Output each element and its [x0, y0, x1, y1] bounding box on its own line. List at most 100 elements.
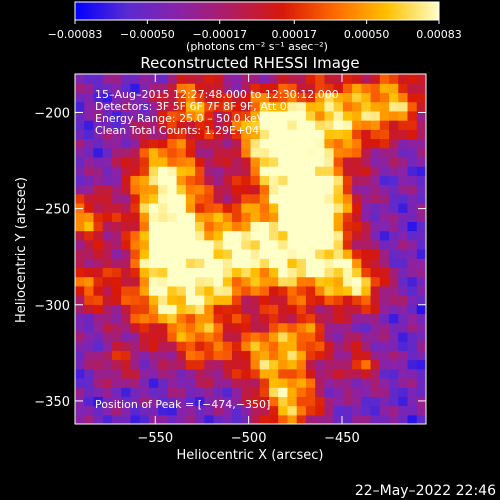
heatmap-cell [296, 285, 307, 296]
heatmap-cell [84, 285, 95, 296]
peak-position-label: Position of Peak = [−474,−350] [95, 398, 270, 411]
heatmap-cell [148, 368, 159, 379]
heatmap-cell [259, 304, 270, 315]
heatmap-cell [158, 313, 168, 324]
heatmap-cell [213, 212, 224, 222]
heatmap-cell [167, 147, 178, 158]
heatmap-cell [213, 101, 224, 112]
heatmap-cell [333, 368, 344, 379]
heatmap-cell [102, 221, 113, 232]
y-axis-label: Heliocentric Y (arcsec) [14, 177, 29, 323]
heatmap-cell [296, 414, 307, 424]
heatmap-cell [232, 193, 242, 204]
heatmap-cell [139, 331, 150, 342]
heatmap-cell [352, 414, 362, 424]
heatmap-cell [204, 295, 215, 305]
heatmap-cell [370, 212, 381, 222]
heatmap-cell [305, 322, 316, 333]
heatmap-cell [195, 239, 205, 250]
heatmap-cell [315, 184, 325, 195]
heatmap-cell [130, 166, 141, 176]
heatmap-cell [398, 129, 409, 140]
heatmap-cell [158, 138, 168, 149]
heatmap-cell [407, 239, 418, 250]
heatmap-cell [379, 313, 390, 324]
heatmap-cell [389, 304, 399, 315]
heatmap-cell [259, 414, 270, 424]
heatmap-cell [352, 350, 362, 361]
heatmap-cell [111, 92, 122, 103]
heatmap-cell [379, 110, 390, 121]
heatmap-cell [167, 304, 178, 315]
heatmap-cell [167, 249, 178, 259]
heatmap-cell [222, 193, 233, 204]
heatmap-cell [259, 249, 270, 259]
heatmap-cell [222, 322, 233, 333]
heatmap-cell [315, 285, 325, 296]
heatmap-cell [158, 414, 168, 424]
heatmap-cell [305, 313, 316, 324]
heatmap-cell [185, 184, 196, 195]
heatmap-cell [102, 156, 113, 167]
heatmap-cell [222, 175, 233, 186]
heatmap-cell [84, 405, 95, 416]
heatmap-cell [407, 295, 418, 305]
heatmap-cell [204, 239, 215, 250]
heatmap-cell [333, 120, 344, 130]
heatmap-cell [148, 331, 159, 342]
heatmap-cell [195, 175, 205, 186]
heatmap-cell [241, 405, 252, 416]
heatmap-cell [148, 202, 159, 213]
heatmap-cell [241, 184, 252, 195]
heatmap-cell [416, 341, 426, 351]
heatmap-cell [268, 202, 279, 213]
heatmap-cell [232, 368, 242, 379]
heatmap-cell [342, 138, 353, 149]
heatmap-cell [121, 129, 132, 140]
heatmap-cell [111, 387, 122, 397]
heatmap-cell [176, 322, 187, 333]
heatmap-cell [315, 414, 325, 424]
heatmap-cell [268, 221, 279, 232]
heatmap-cell [278, 331, 289, 342]
heatmap-cell [389, 350, 399, 361]
heatmap-cell [148, 138, 159, 149]
heatmap-cell [370, 166, 381, 176]
heatmap-cell [398, 331, 409, 342]
heatmap-cell [204, 276, 215, 287]
heatmap-cell [195, 331, 205, 342]
heatmap-cell [195, 92, 205, 103]
heatmap-cell [84, 202, 95, 213]
heatmap-cell [370, 147, 381, 158]
heatmap-cell [102, 249, 113, 259]
heatmap-cell [296, 267, 307, 278]
heatmap-cell [102, 193, 113, 204]
heatmap-cell [296, 276, 307, 287]
heatmap-cell [176, 110, 187, 121]
heatmap-cell [407, 156, 418, 167]
heatmap-cell [398, 405, 409, 416]
heatmap-cell [259, 405, 270, 416]
heatmap-cell [416, 331, 426, 342]
heatmap-cell [315, 350, 325, 361]
heatmap-cell [342, 285, 353, 296]
heatmap-cell [93, 202, 104, 213]
heatmap-cell [195, 396, 205, 407]
heatmap-cell [407, 129, 418, 140]
heatmap-cell [416, 239, 426, 250]
heatmap-cell [185, 221, 196, 232]
heatmap-cell [315, 101, 325, 112]
heatmap-cell [315, 129, 325, 140]
heatmap-cell [130, 249, 141, 259]
heatmap-cell [379, 129, 390, 140]
heatmap-cell [130, 129, 141, 140]
heatmap-cell [315, 156, 325, 167]
heatmap-cell [389, 285, 399, 296]
x-axis-label: Heliocentric X (arcsec) [177, 448, 324, 463]
heatmap-cell [352, 331, 362, 342]
heatmap-cell [342, 368, 353, 379]
heatmap-cell [250, 341, 261, 351]
heatmap-cell [305, 414, 316, 424]
heatmap-cell [333, 202, 344, 213]
heatmap-cell [84, 295, 95, 305]
